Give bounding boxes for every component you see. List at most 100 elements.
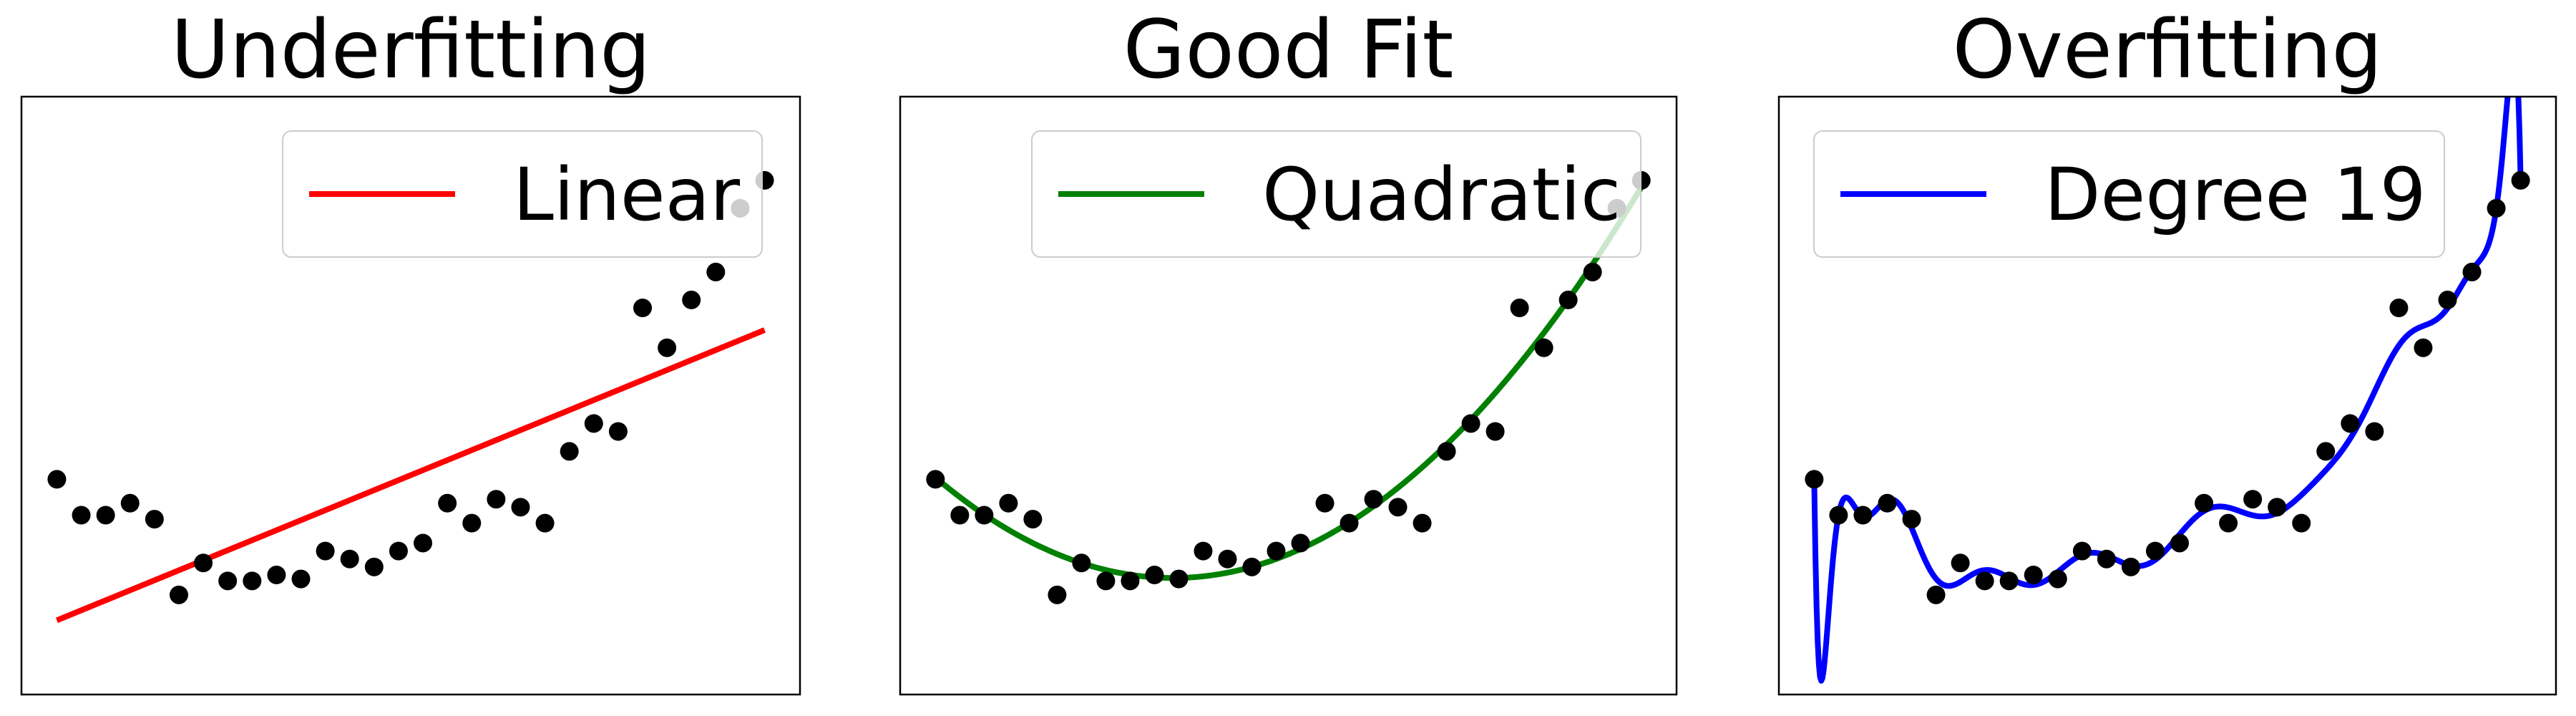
data-point (1999, 571, 2019, 591)
data-point (1951, 553, 1970, 573)
data-point (47, 470, 67, 489)
data-point (1805, 470, 1824, 489)
data-point (1096, 571, 1116, 591)
data-point (316, 541, 335, 561)
data-point (1388, 498, 1407, 517)
data-point (1853, 505, 1873, 525)
data-point (584, 414, 603, 433)
data-point (1510, 299, 1529, 318)
data-point (633, 299, 653, 318)
data-point (169, 585, 188, 604)
data-point (1315, 493, 1335, 513)
fit-line (933, 185, 1644, 581)
data-point (1975, 571, 1994, 591)
data-point (1461, 414, 1480, 433)
data-point (608, 422, 628, 441)
data-point (2024, 566, 2043, 584)
data-point (1829, 505, 1848, 525)
data-point (1218, 549, 1237, 569)
data-point (706, 262, 726, 281)
data-point (926, 470, 945, 489)
data-point (2195, 493, 2214, 513)
data-point (438, 493, 457, 513)
data-point (2121, 557, 2140, 576)
data-point (1023, 510, 1043, 529)
data-point (1169, 569, 1189, 589)
data-point (1558, 290, 1578, 309)
data-point (1878, 493, 1897, 513)
data-point (682, 290, 701, 309)
data-point (414, 533, 433, 553)
legend-box (282, 130, 763, 258)
data-point (1926, 585, 1946, 604)
panel-3: Overfitting Degree 19 (1777, 4, 2557, 696)
legend-box (1031, 130, 1641, 258)
data-point (999, 493, 1018, 513)
data-point (2243, 490, 2263, 509)
data-point (1048, 585, 1067, 604)
legend: Degree 19 (1813, 130, 2445, 258)
data-point (96, 505, 115, 525)
fit-line (55, 327, 766, 624)
data-point (340, 549, 359, 569)
data-point (462, 513, 482, 533)
data-point (2487, 198, 2506, 218)
legend-label: Degree 19 (2044, 153, 2426, 238)
data-point (1437, 442, 1456, 461)
data-point (1072, 553, 1091, 573)
data-point (511, 498, 530, 517)
data-point (1485, 422, 1505, 441)
data-point (2097, 549, 2116, 569)
data-point (535, 513, 555, 533)
data-point (2389, 299, 2409, 318)
data-point (267, 566, 286, 584)
data-point (364, 557, 384, 576)
legend-label: Quadratic (1262, 153, 1621, 238)
data-point (1340, 513, 1359, 533)
data-point (1145, 566, 1164, 584)
data-point (1242, 557, 1262, 576)
axes-frame (899, 95, 1678, 696)
data-point (2170, 533, 2190, 553)
data-point (1583, 262, 1602, 281)
data-point (120, 493, 140, 513)
data-point (291, 569, 311, 589)
panel-2: Good Fit Quadratic (899, 4, 1678, 696)
data-point (2048, 569, 2067, 589)
data-point (1194, 541, 1213, 561)
data-point (560, 442, 579, 461)
data-point (1267, 541, 1286, 561)
data-point (1902, 510, 1921, 529)
data-point (2316, 442, 2336, 461)
data-point (1534, 338, 1553, 357)
data-point (487, 490, 506, 509)
data-point (950, 505, 970, 525)
data-point (145, 510, 164, 529)
data-point (2145, 541, 2165, 561)
legend: Quadratic (1031, 130, 1641, 258)
data-point (2341, 414, 2360, 433)
panel-title: Good Fit (1123, 4, 1454, 97)
panel-1: Underfitting Linear (20, 4, 801, 696)
data-point (2219, 513, 2238, 533)
panel-title: Overfitting (1953, 4, 2383, 97)
data-point (2268, 498, 2287, 517)
legend: Linear (282, 130, 763, 258)
fit-line (1811, 97, 2524, 684)
data-point (1413, 513, 1432, 533)
data-point (218, 571, 238, 591)
data-point (72, 505, 91, 525)
data-point (658, 338, 677, 357)
data-point (2072, 541, 2092, 561)
axes-frame (20, 95, 801, 696)
data-point (2365, 422, 2384, 441)
data-point (1121, 571, 1140, 591)
data-point (1291, 533, 1310, 553)
data-point (243, 571, 262, 591)
data-point (2414, 338, 2433, 357)
data-point (389, 541, 408, 561)
data-point (2511, 170, 2530, 190)
data-point (194, 553, 213, 573)
legend-box (1813, 130, 2445, 258)
